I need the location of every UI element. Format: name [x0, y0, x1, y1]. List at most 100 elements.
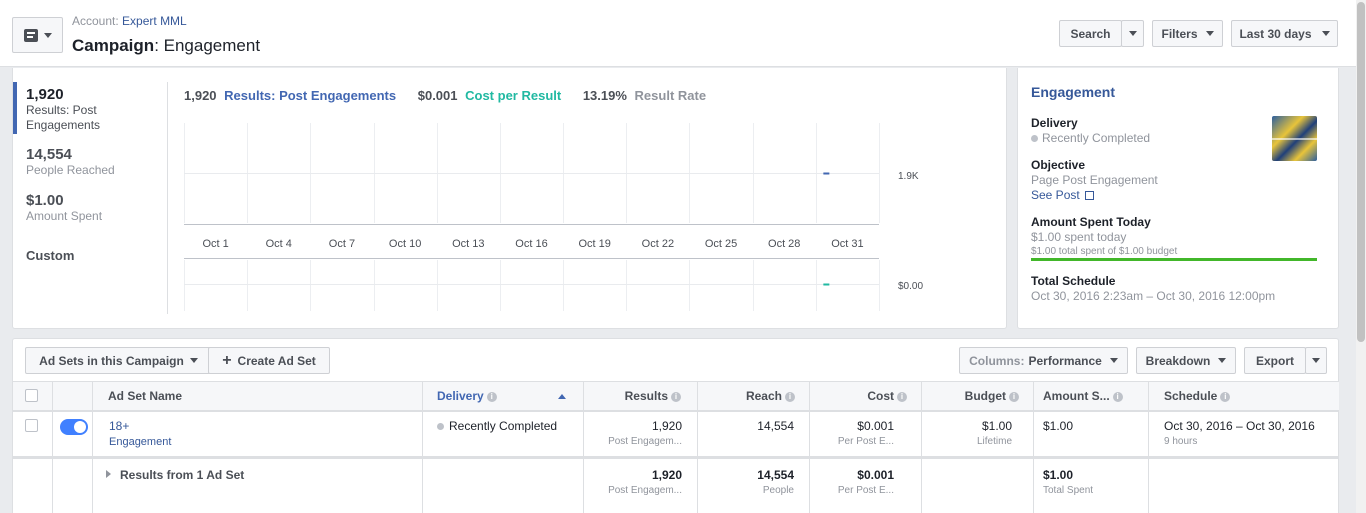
summary-title: Engagement — [1031, 84, 1116, 100]
campaign-icon — [23, 28, 38, 42]
row-budget: $1.00 — [981, 419, 1012, 433]
legend-results-value: 1,920 — [184, 88, 217, 103]
col-divider — [921, 381, 922, 513]
page-scrollbar-thumb[interactable] — [1357, 2, 1365, 342]
col-header-name[interactable]: Ad Set Name — [108, 389, 182, 403]
row-delivery: Recently Completed — [437, 419, 557, 433]
col-header-results[interactable]: Results i — [593, 389, 681, 403]
create-ad-set-button[interactable]: + Create Ad Set — [208, 347, 330, 374]
adset-objective: Engagement — [109, 436, 172, 448]
total-results-sub: Post Engagem... — [608, 485, 682, 496]
chevron-down-icon — [1128, 31, 1137, 36]
metric-value: 14,554 — [26, 146, 72, 163]
date-range-button[interactable]: Last 30 days — [1231, 20, 1338, 47]
info-icon[interactable]: i — [1220, 391, 1231, 402]
col-header-cost[interactable]: Cost i — [819, 389, 907, 403]
budget-note: $1.00 total spent of $1.00 budget — [1031, 246, 1178, 257]
col-header-label: Amount S... — [1043, 389, 1110, 403]
search-label: Search — [1070, 26, 1111, 41]
search-dropdown-button[interactable] — [1121, 20, 1144, 47]
x-tick-label: Oct 28 — [768, 238, 800, 250]
expand-caret-icon[interactable] — [106, 470, 111, 478]
campaign-view-menu-button[interactable] — [12, 17, 63, 53]
col-divider — [422, 381, 423, 513]
date-range-label: Last 30 days — [1239, 26, 1312, 41]
col-divider — [1148, 381, 1149, 513]
total-results: 1,920 — [651, 468, 682, 482]
row-results-sub: Post Engagem... — [608, 436, 682, 447]
table-total-border — [13, 456, 1339, 459]
legend-cost-label[interactable]: Cost per Result — [465, 88, 562, 103]
info-icon[interactable]: i — [486, 391, 497, 402]
row-budget-sub: Lifetime — [976, 436, 1012, 447]
table-total-row: Results from 1 Ad Set 1,920 Post Engagem… — [13, 459, 1339, 513]
row-reach: 14,554 — [757, 419, 794, 433]
search-button[interactable]: Search — [1059, 20, 1122, 47]
export-dropdown-button[interactable] — [1305, 347, 1327, 374]
schedule-value: Oct 30, 2016 2:23am – Oct 30, 2016 12:00… — [1031, 289, 1276, 303]
col-divider — [583, 381, 584, 513]
status-dot-icon — [1031, 135, 1038, 142]
metric-results[interactable]: 1,920 Results: Post Engagements — [26, 86, 166, 133]
amount-today-value: $1.00 spent today — [1031, 230, 1127, 244]
budget-progress-track — [1031, 258, 1317, 261]
table-top-border — [13, 381, 1339, 382]
metric-custom[interactable]: Custom — [26, 248, 75, 263]
adsets-dropdown-button[interactable]: Ad Sets in this Campaign — [25, 347, 212, 374]
info-icon[interactable]: i — [897, 391, 907, 402]
table-header-border — [13, 410, 1339, 412]
chevron-down-icon — [1312, 358, 1320, 363]
chevron-down-icon — [1205, 31, 1214, 36]
col-divider — [809, 381, 810, 513]
info-icon[interactable]: i — [671, 391, 681, 402]
filters-button[interactable]: Filters — [1152, 20, 1223, 47]
objective-label: Objective — [1031, 158, 1086, 172]
total-cost-sub: Per Post E... — [837, 485, 894, 496]
col-header-budget[interactable]: Budget i — [931, 389, 1019, 403]
row-delivery-value: Recently Completed — [449, 419, 558, 433]
row-amount-spent: $1.00 — [1043, 419, 1074, 433]
col-header-delivery[interactable]: Delivery i — [437, 389, 497, 403]
x-tick-label: Oct 31 — [831, 238, 863, 250]
metric-label: Amount Spent — [26, 209, 103, 223]
info-icon[interactable]: i — [1009, 391, 1019, 402]
adsets-dropdown-label: Ad Sets in this Campaign — [39, 353, 184, 368]
x-tick-label: Oct 16 — [515, 238, 547, 250]
select-all-checkbox[interactable] — [25, 389, 38, 402]
schedule-label: Total Schedule — [1031, 274, 1116, 288]
adset-name-link[interactable]: 18+ — [109, 419, 130, 433]
col-header-label: Results — [624, 389, 668, 403]
legend-rate-label[interactable]: Result Rate — [634, 88, 707, 103]
x-tick-label: Oct 4 — [266, 238, 292, 250]
x-tick-label: Oct 1 — [202, 238, 228, 250]
sort-ascending-icon[interactable] — [558, 394, 566, 399]
account-line: Account: Expert MML — [72, 14, 187, 28]
row-checkbox[interactable] — [25, 419, 38, 432]
col-divider — [1033, 381, 1034, 513]
info-icon[interactable]: i — [785, 391, 795, 402]
columns-button[interactable]: Columns: Performance — [959, 347, 1128, 374]
account-link[interactable]: Expert MML — [122, 14, 187, 28]
col-header-label: Delivery — [437, 389, 484, 403]
col-header-label: Cost — [867, 389, 894, 403]
col-header-reach[interactable]: Reach i — [707, 389, 795, 403]
row-schedule-sub: 9 hours — [1164, 436, 1198, 447]
metric-amount-spent[interactable]: $1.00 Amount Spent — [26, 192, 166, 223]
status-dot-icon — [437, 423, 444, 430]
adsets-table-panel: Ad Sets in this Campaign + Create Ad Set… — [12, 338, 1339, 513]
chevron-down-icon — [1109, 358, 1118, 363]
export-button[interactable]: Export — [1244, 347, 1306, 374]
col-header-schedule[interactable]: Schedule i — [1164, 389, 1231, 403]
legend-results-label[interactable]: Results: Post Engagements — [224, 88, 397, 103]
row-toggle[interactable] — [60, 419, 88, 435]
info-icon[interactable]: i — [1112, 391, 1123, 402]
row-results: 1,920 — [651, 419, 682, 433]
chevron-down-icon — [189, 358, 198, 363]
breakdown-button[interactable]: Breakdown — [1136, 347, 1236, 374]
summary-thumbnail[interactable] — [1272, 116, 1317, 161]
metric-reach[interactable]: 14,554 People Reached — [26, 146, 166, 177]
insights-panel: 1,920 Results: Post Engagements 14,554 P… — [12, 68, 1007, 329]
col-header-amount-spent[interactable]: Amount S... i — [1043, 389, 1123, 403]
total-cost: $0.001 — [857, 468, 894, 482]
see-post-link[interactable]: See Post — [1031, 188, 1095, 202]
